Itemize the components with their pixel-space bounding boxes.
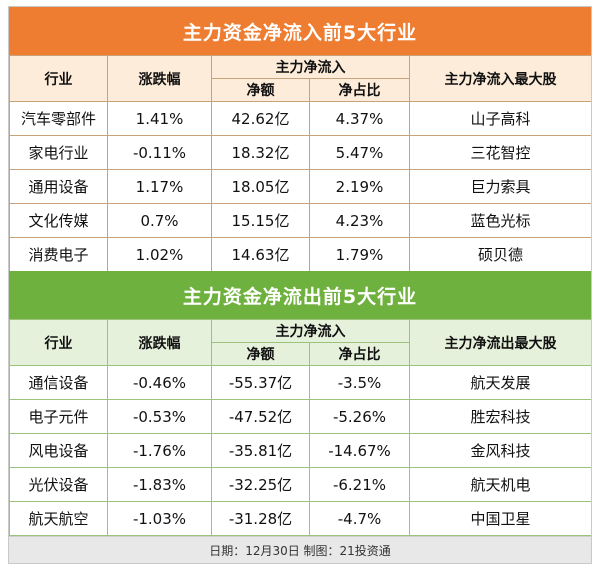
- cell-change: 1.41%: [107, 101, 212, 136]
- table-row: 通用设备 1.17% 18.05亿 2.19% 巨力索具: [9, 169, 591, 204]
- table-row: 光伏设备 -1.83% -32.25亿 -6.21% 航天机电: [9, 467, 591, 502]
- cell-industry: 通用设备: [9, 169, 108, 204]
- cell-industry: 风电设备: [9, 433, 108, 468]
- cell-change: -0.46%: [107, 365, 212, 400]
- cell-top-stock: 蓝色光标: [409, 203, 591, 238]
- cell-change: 1.02%: [107, 237, 212, 272]
- cell-change: -1.76%: [107, 433, 212, 468]
- table-row: 电子元件 -0.53% -47.52亿 -5.26% 胜宏科技: [9, 399, 591, 434]
- cell-top-stock: 巨力索具: [409, 169, 591, 204]
- header-top-stock: 主力净流入最大股: [409, 55, 591, 102]
- inflow-title: 主力资金净流入前5大行业: [9, 7, 591, 55]
- table-row: 消费电子 1.02% 14.63亿 1.79% 硕贝德: [9, 237, 591, 272]
- cell-top-stock: 航天机电: [409, 467, 591, 502]
- cell-top-stock: 航天发展: [409, 365, 591, 400]
- cell-top-stock: 三花智控: [409, 135, 591, 170]
- cell-net-ratio: -14.67%: [309, 433, 410, 468]
- cell-net-ratio: 5.47%: [309, 135, 410, 170]
- cell-net-ratio: -6.21%: [309, 467, 410, 502]
- cell-net-amount: 14.63亿: [211, 237, 310, 272]
- header-netflow-group: 主力净流入: [211, 319, 410, 343]
- cell-net-ratio: 4.23%: [309, 203, 410, 238]
- cell-net-amount: -47.52亿: [211, 399, 310, 434]
- cell-net-ratio: 2.19%: [309, 169, 410, 204]
- cell-net-ratio: -5.26%: [309, 399, 410, 434]
- cell-top-stock: 胜宏科技: [409, 399, 591, 434]
- cell-net-ratio: -3.5%: [309, 365, 410, 400]
- cell-industry: 汽车零部件: [9, 101, 108, 136]
- infographic: 主力资金净流入前5大行业 行业 涨跌幅 主力净流入 主力净流入最大股 净额 净占…: [8, 6, 592, 564]
- header-change: 涨跌幅: [107, 55, 212, 102]
- table-row: 航天航空 -1.03% -31.28亿 -4.7% 中国卫星: [9, 501, 591, 536]
- cell-top-stock: 中国卫星: [409, 501, 591, 536]
- header-industry: 行业: [9, 55, 108, 102]
- cell-top-stock: 硕贝德: [409, 237, 591, 272]
- table-row: 风电设备 -1.76% -35.81亿 -14.67% 金风科技: [9, 433, 591, 468]
- cell-net-amount: -35.81亿: [211, 433, 310, 468]
- cell-change: 0.7%: [107, 203, 212, 238]
- cell-change: -0.53%: [107, 399, 212, 434]
- outflow-table: 行业 涨跌幅 主力净流入 主力净流出最大股 净额 净占比 通信设备 -0.46%…: [9, 319, 591, 536]
- outflow-panel: 主力资金净流出前5大行业 行业 涨跌幅 主力净流入 主力净流出最大股 净额 净占…: [9, 271, 591, 536]
- cell-net-amount: 18.05亿: [211, 169, 310, 204]
- table-row: 家电行业 -0.11% 18.32亿 5.47% 三花智控: [9, 135, 591, 170]
- header-net-ratio: 净占比: [309, 78, 410, 102]
- cell-top-stock: 山子高科: [409, 101, 591, 136]
- header-netflow-group: 主力净流入: [211, 55, 410, 79]
- cell-industry: 航天航空: [9, 501, 108, 536]
- cell-industry: 电子元件: [9, 399, 108, 434]
- header-industry: 行业: [9, 319, 108, 366]
- cell-net-amount: 42.62亿: [211, 101, 310, 136]
- cell-net-amount: 18.32亿: [211, 135, 310, 170]
- header-net-ratio: 净占比: [309, 342, 410, 366]
- inflow-panel: 主力资金净流入前5大行业 行业 涨跌幅 主力净流入 主力净流入最大股 净额 净占…: [9, 7, 591, 272]
- inflow-table: 行业 涨跌幅 主力净流入 主力净流入最大股 净额 净占比 汽车零部件 1.41%…: [9, 55, 591, 272]
- header-net-amount: 净额: [211, 78, 310, 102]
- cell-net-amount: 15.15亿: [211, 203, 310, 238]
- header-change: 涨跌幅: [107, 319, 212, 366]
- cell-industry: 通信设备: [9, 365, 108, 400]
- cell-net-ratio: 1.79%: [309, 237, 410, 272]
- cell-industry: 光伏设备: [9, 467, 108, 502]
- header-top-stock: 主力净流出最大股: [409, 319, 591, 366]
- cell-net-ratio: -4.7%: [309, 501, 410, 536]
- cell-net-amount: -32.25亿: [211, 467, 310, 502]
- cell-net-ratio: 4.37%: [309, 101, 410, 136]
- table-row: 汽车零部件 1.41% 42.62亿 4.37% 山子高科: [9, 101, 591, 136]
- table-row: 通信设备 -0.46% -55.37亿 -3.5% 航天发展: [9, 365, 591, 400]
- cell-top-stock: 金风科技: [409, 433, 591, 468]
- table-row: 文化传媒 0.7% 15.15亿 4.23% 蓝色光标: [9, 203, 591, 238]
- cell-change: -1.83%: [107, 467, 212, 502]
- cell-change: -1.03%: [107, 501, 212, 536]
- cell-industry: 文化传媒: [9, 203, 108, 238]
- cell-change: -0.11%: [107, 135, 212, 170]
- cell-industry: 家电行业: [9, 135, 108, 170]
- cell-net-amount: -31.28亿: [211, 501, 310, 536]
- outflow-title: 主力资金净流出前5大行业: [9, 271, 591, 319]
- cell-net-amount: -55.37亿: [211, 365, 310, 400]
- cell-change: 1.17%: [107, 169, 212, 204]
- footer-credit: 日期：12月30日 制图：21投资通: [9, 536, 591, 563]
- cell-industry: 消费电子: [9, 237, 108, 272]
- header-net-amount: 净额: [211, 342, 310, 366]
